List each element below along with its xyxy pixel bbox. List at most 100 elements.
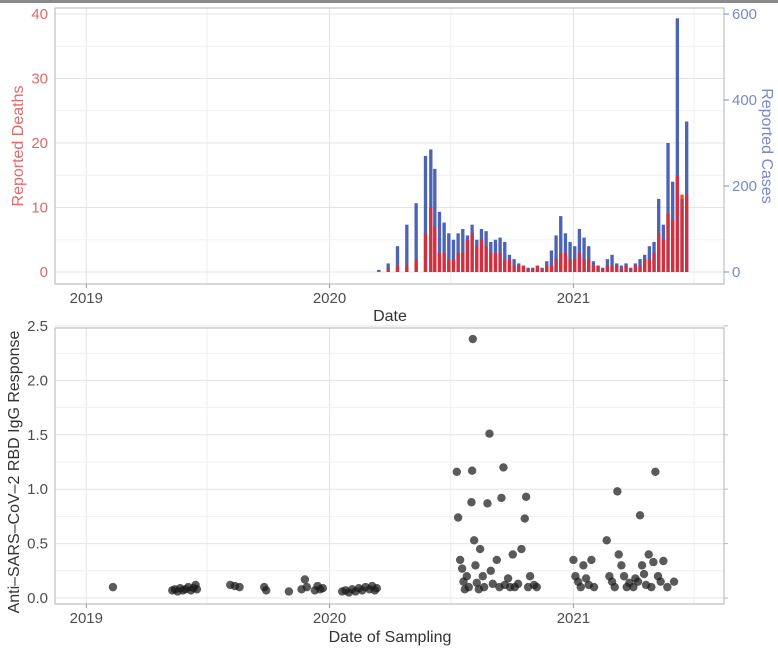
deaths-bar: [671, 220, 675, 272]
igg-point: [651, 467, 660, 476]
deaths-bar: [610, 265, 614, 272]
deaths-bar: [475, 246, 479, 272]
deaths-bar: [512, 265, 516, 272]
deaths-bar: [559, 252, 563, 272]
igg-point: [525, 572, 535, 581]
igg-point: [452, 467, 461, 476]
deaths-bar: [447, 259, 451, 272]
cases-bar: [442, 222, 446, 272]
igg-point: [637, 561, 647, 570]
igg-point: [472, 578, 481, 587]
deaths-bar: [526, 268, 530, 272]
igg-point: [589, 582, 599, 592]
deaths-bar: [437, 252, 442, 272]
igg-point: [520, 514, 529, 523]
cases-bar: [554, 235, 558, 272]
bottom-y-tick-label: 2.5: [27, 318, 48, 335]
top-x-axis-title: Date: [373, 308, 407, 325]
igg-point: [649, 557, 658, 567]
igg-point: [521, 492, 531, 502]
deaths-bar: [493, 252, 498, 272]
igg-point: [483, 499, 492, 508]
top-x-tick-label: 2019: [70, 290, 103, 307]
igg-point: [235, 582, 244, 592]
igg-point: [644, 550, 653, 559]
igg-point: [457, 564, 467, 573]
igg-point: [462, 572, 471, 581]
igg-point: [656, 577, 665, 586]
deaths-bar: [540, 268, 544, 272]
deaths-bar: [479, 239, 484, 272]
left-y-tick-label: 10: [31, 200, 48, 217]
bottom-y-tick-label: 1.0: [27, 481, 48, 498]
top-bars: [377, 18, 689, 272]
bottom-x-tick-label: 2020: [313, 610, 346, 627]
deaths-bar: [442, 252, 446, 272]
right-y-axis-title: Reported Cases: [758, 88, 775, 204]
igg-point: [469, 536, 479, 545]
bottom-points: [108, 334, 679, 597]
deaths-bar: [521, 265, 526, 272]
cases-bar: [503, 241, 507, 272]
bottom-y-tick-labels: 0.0 0.5 1.0 1.5 2.0 2.5: [27, 318, 728, 607]
igg-point: [610, 582, 619, 592]
deaths-bar: [503, 259, 507, 272]
igg-point: [302, 582, 312, 592]
igg-point: [629, 582, 638, 592]
bottom-plot-frame: [54, 327, 725, 605]
deaths-bar: [507, 259, 512, 272]
deaths-bar: [451, 259, 456, 272]
top-border: [0, 0, 778, 3]
right-y-tick-label: 400: [732, 92, 757, 109]
bottom-y-axis-title: Anti–SARS–CoV–2 RBD IgG Response: [6, 330, 23, 613]
cases-bar: [610, 254, 614, 272]
igg-point: [499, 463, 508, 472]
deaths-bar: [568, 259, 572, 272]
deaths-bar: [414, 259, 418, 272]
igg-point: [513, 579, 523, 589]
deaths-bar: [433, 226, 437, 272]
top-right-y-tick-labels: 0 200 400 600: [724, 6, 757, 281]
igg-point: [492, 555, 501, 565]
deaths-bar: [587, 259, 591, 272]
deaths-bar: [629, 268, 633, 272]
cases-bar: [451, 239, 456, 272]
igg-point: [569, 555, 578, 565]
deaths-bar: [456, 252, 460, 272]
right-y-tick-label: 200: [732, 178, 757, 195]
left-y-tick-label: 30: [31, 71, 48, 88]
igg-point: [485, 429, 494, 438]
igg-point: [318, 584, 328, 593]
igg-point: [532, 582, 541, 592]
deaths-bar: [624, 265, 628, 272]
right-y-tick-label: 0: [732, 264, 740, 281]
igg-point: [659, 556, 668, 566]
deaths-bar: [577, 252, 582, 272]
deaths-bar: [498, 252, 502, 272]
deaths-bar: [535, 265, 540, 272]
deaths-bar: [619, 268, 624, 272]
cases-bar: [405, 224, 409, 272]
cases-bar: [582, 237, 586, 272]
bottom-x-tick-label: 2019: [70, 610, 103, 627]
top-x-tick-labels: 2019 2020 2021: [70, 284, 590, 307]
deaths-bar: [582, 259, 586, 272]
igg-point: [478, 572, 487, 581]
deaths-bar: [461, 252, 465, 272]
igg-point: [467, 466, 477, 475]
igg-point: [300, 575, 310, 584]
deaths-bar: [647, 259, 652, 272]
deaths-bar: [652, 252, 656, 272]
cases-bar: [461, 229, 465, 272]
top-panel: 2019 2020 2021 0 10 20 30 40 0 200 400 600 Date R…: [10, 6, 775, 325]
igg-point: [372, 584, 382, 593]
deaths-bar: [531, 268, 535, 272]
cases-bar: [666, 143, 670, 272]
left-y-tick-label: 20: [31, 135, 48, 152]
igg-point: [497, 493, 506, 503]
deaths-bar: [680, 194, 684, 272]
igg-point: [669, 577, 679, 586]
cases-bar: [549, 250, 554, 272]
deaths-bar: [573, 259, 577, 272]
